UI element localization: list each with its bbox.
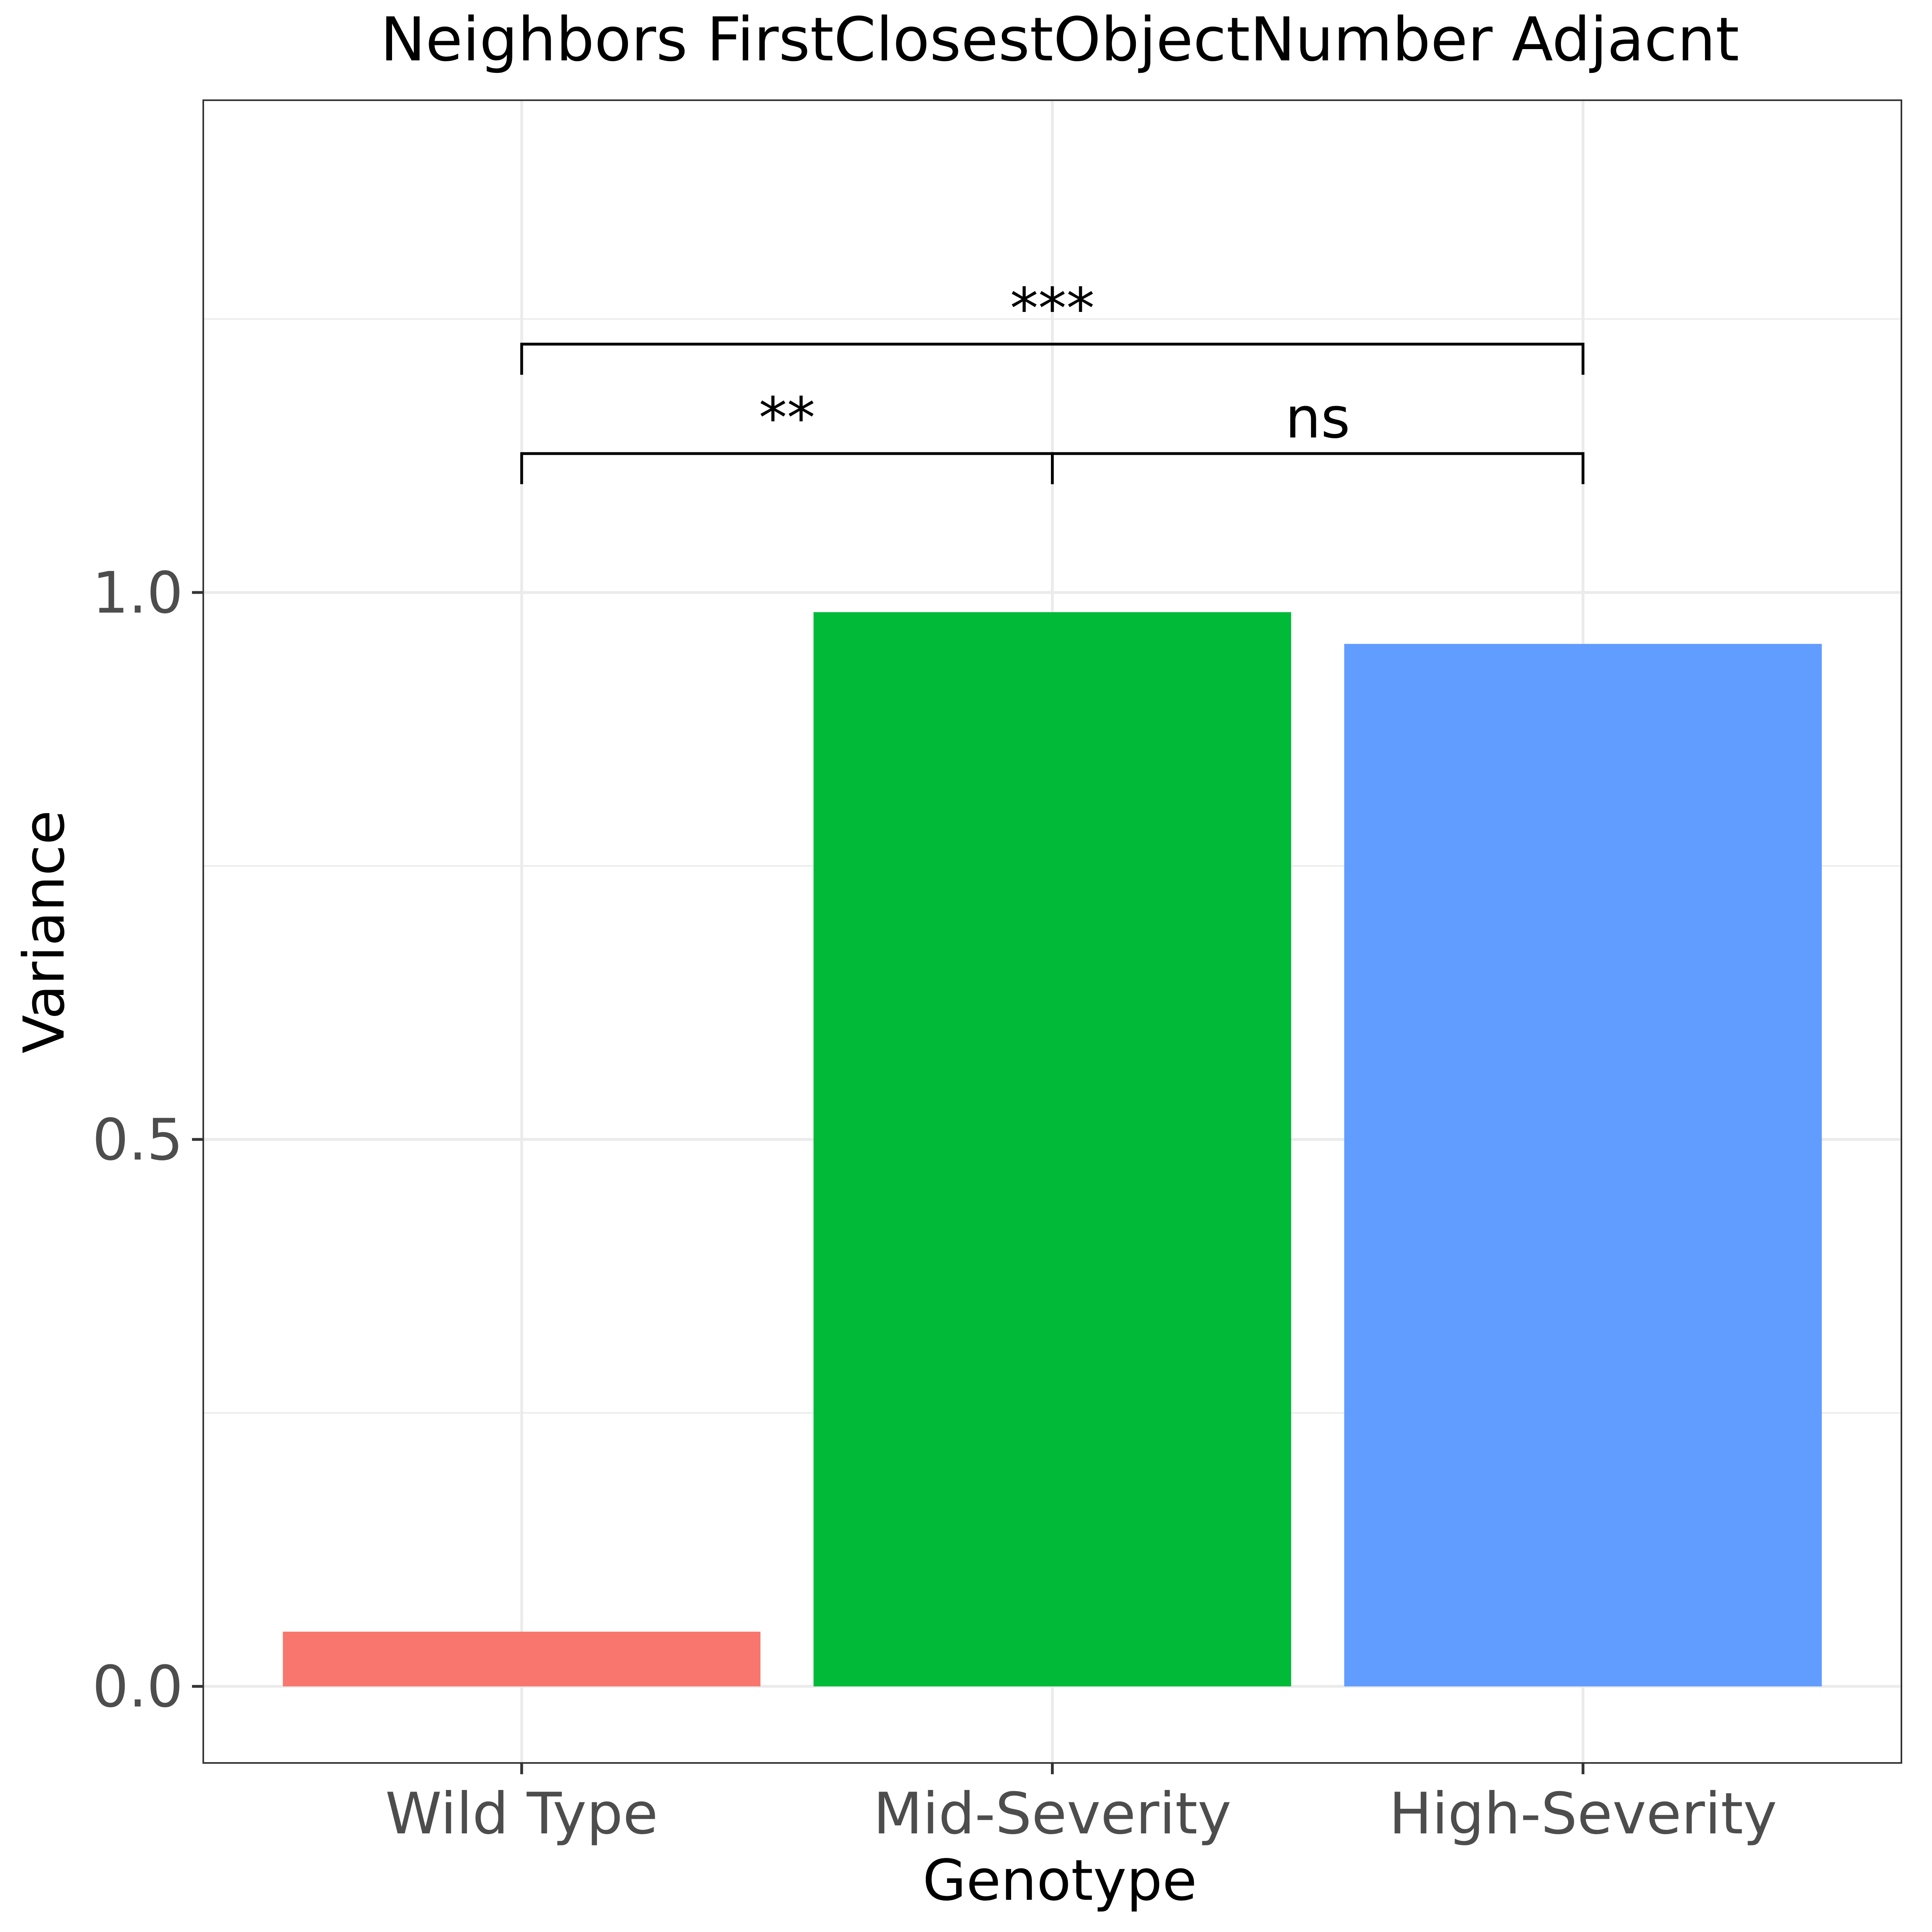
- x-tick-label: High-Severity: [1389, 1781, 1777, 1847]
- significance-brackets: ** ns ***: [520, 276, 1585, 484]
- y-axis: 0.0 0.5 1.0: [92, 560, 203, 1720]
- significance-bracket: [520, 343, 1585, 375]
- bar-high-severity: [1344, 644, 1822, 1686]
- y-tick-label: 0.5: [92, 1107, 183, 1173]
- x-axis-title: Genotype: [923, 1848, 1197, 1913]
- significance-label: ***: [1010, 276, 1095, 342]
- significance-bracket: [1051, 452, 1585, 484]
- x-tick-label: Wild Type: [385, 1781, 658, 1847]
- y-tick-label: 1.0: [92, 560, 183, 626]
- chart-title: Neighbors FirstClosestObjectNumber Adjac…: [380, 5, 1739, 75]
- bars: [283, 612, 1822, 1686]
- y-axis-title: Variance: [12, 810, 77, 1054]
- x-tick-label: Mid-Severity: [873, 1781, 1232, 1847]
- significance-label: **: [759, 386, 815, 451]
- significance-label: ns: [1285, 386, 1350, 451]
- bar-wild-type: [283, 1631, 761, 1686]
- x-axis: Wild Type Mid-Severity High-Severity: [385, 1763, 1777, 1847]
- bar-mid-severity: [813, 612, 1291, 1686]
- y-tick-label: 0.0: [92, 1654, 183, 1720]
